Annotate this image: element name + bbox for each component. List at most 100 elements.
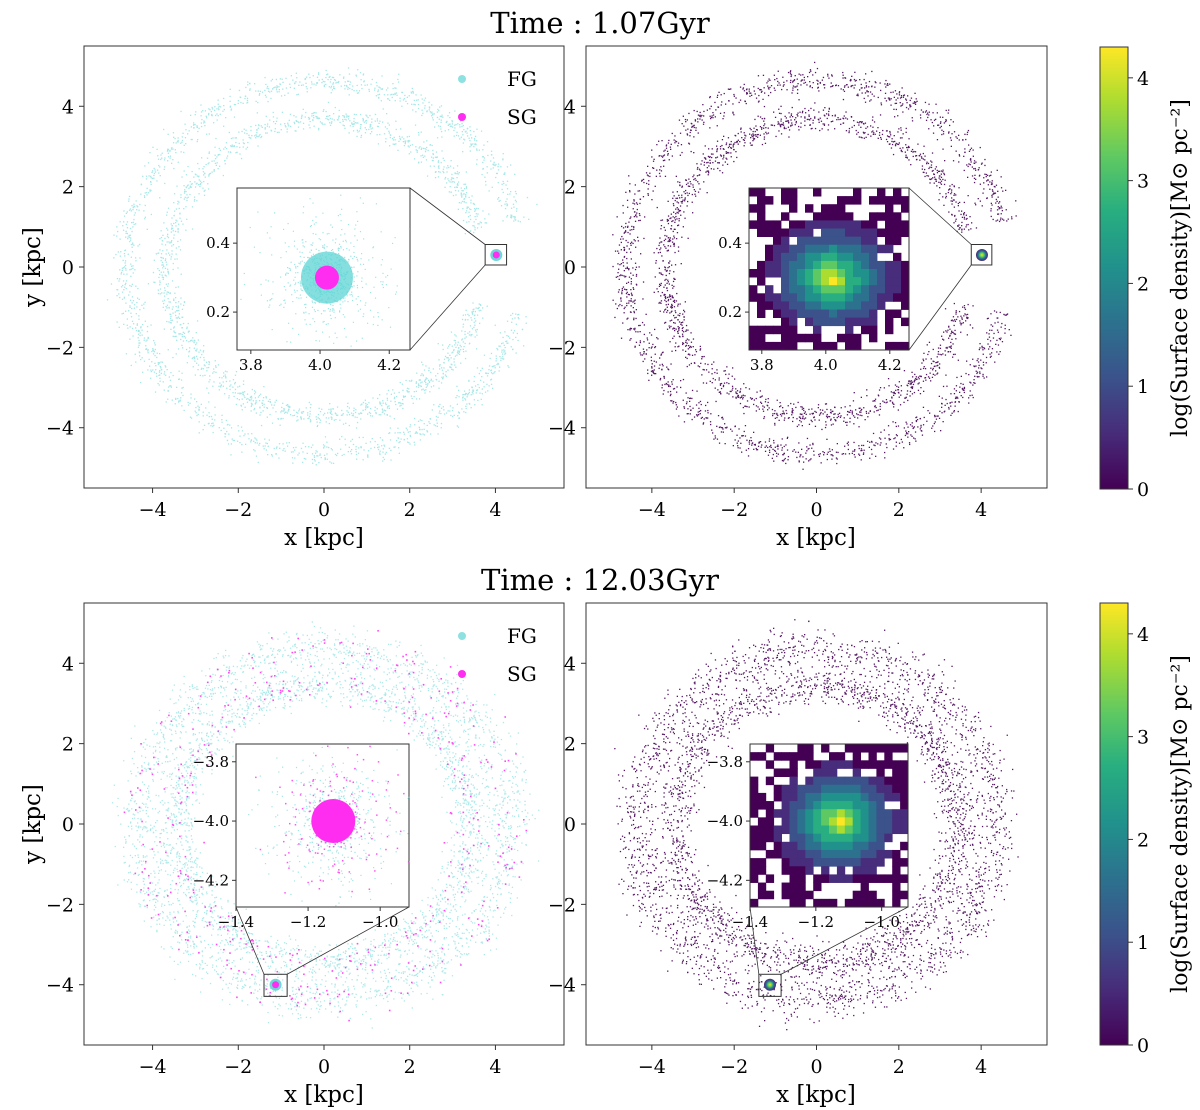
particle [429,111,431,113]
particle [464,188,466,190]
particle [292,79,294,81]
particle [932,425,934,427]
particle [456,173,458,175]
particle [739,86,742,88]
particle [909,443,911,446]
particle [209,172,212,175]
particle [496,347,498,350]
particle [295,81,297,83]
particle [485,372,487,374]
particle [871,440,873,443]
particle [384,126,387,128]
particle [920,109,923,111]
particle [452,407,454,409]
particle [993,185,995,188]
particle [481,173,483,176]
particle [858,454,861,456]
particle [458,396,460,398]
particle [130,275,132,277]
particle [316,455,318,457]
particle [119,278,121,280]
particle [394,396,396,398]
particle [963,169,965,172]
particle [625,222,627,225]
particle [202,375,204,377]
particle [426,111,428,113]
particle [675,404,677,406]
particle [211,171,213,173]
particle [237,392,239,394]
particle [382,286,384,289]
particle [465,350,467,352]
particle [153,177,155,179]
particle [638,344,641,346]
particle [133,223,135,225]
particle [437,161,439,163]
particle [464,131,466,133]
inset-y-tick-label: 0.2 [206,303,230,321]
particle [989,181,991,183]
particle [293,115,295,117]
particle [432,119,434,121]
particle [306,76,308,78]
particle [428,107,431,109]
particle [418,147,420,149]
particle [789,71,791,73]
particle [183,151,185,154]
particle [382,108,384,110]
particle [150,189,152,192]
particle [510,164,512,166]
particle [309,76,311,79]
particle [283,408,285,411]
particle [351,88,353,91]
particle [302,461,304,463]
particle [187,404,190,406]
particle [805,458,807,460]
particle [413,391,415,393]
particle [162,271,165,273]
particle [497,362,499,365]
particle [497,198,499,200]
particle [184,337,187,339]
particle [351,123,353,125]
particle [349,81,352,83]
particle [496,172,498,175]
particle [405,140,407,142]
particle [420,433,422,435]
particle [634,299,636,301]
particle [285,274,287,276]
particle [687,128,689,130]
particle [365,442,367,444]
particle [312,253,314,255]
y-tick-label: −4 [46,418,74,440]
particle [185,186,188,189]
particle [419,419,421,421]
particle [124,262,126,264]
particle [229,88,231,90]
particle [152,353,155,355]
particle [131,283,133,285]
particle [371,121,373,123]
particle [249,83,251,85]
particle [300,285,302,287]
particle [798,99,800,101]
particle [146,348,148,350]
particle [902,111,904,113]
particle [420,155,422,157]
particle [188,351,190,353]
particle [286,131,288,133]
particle [214,419,216,421]
particle [494,367,496,369]
particle [889,438,892,441]
particle [484,176,486,178]
particle [914,92,916,94]
particle [152,170,154,172]
particle [316,451,318,453]
particle [630,258,632,260]
particle [472,302,474,304]
particle [300,261,302,263]
particle [977,361,980,363]
particle [206,133,208,135]
particle [981,368,983,370]
particle [180,273,182,275]
